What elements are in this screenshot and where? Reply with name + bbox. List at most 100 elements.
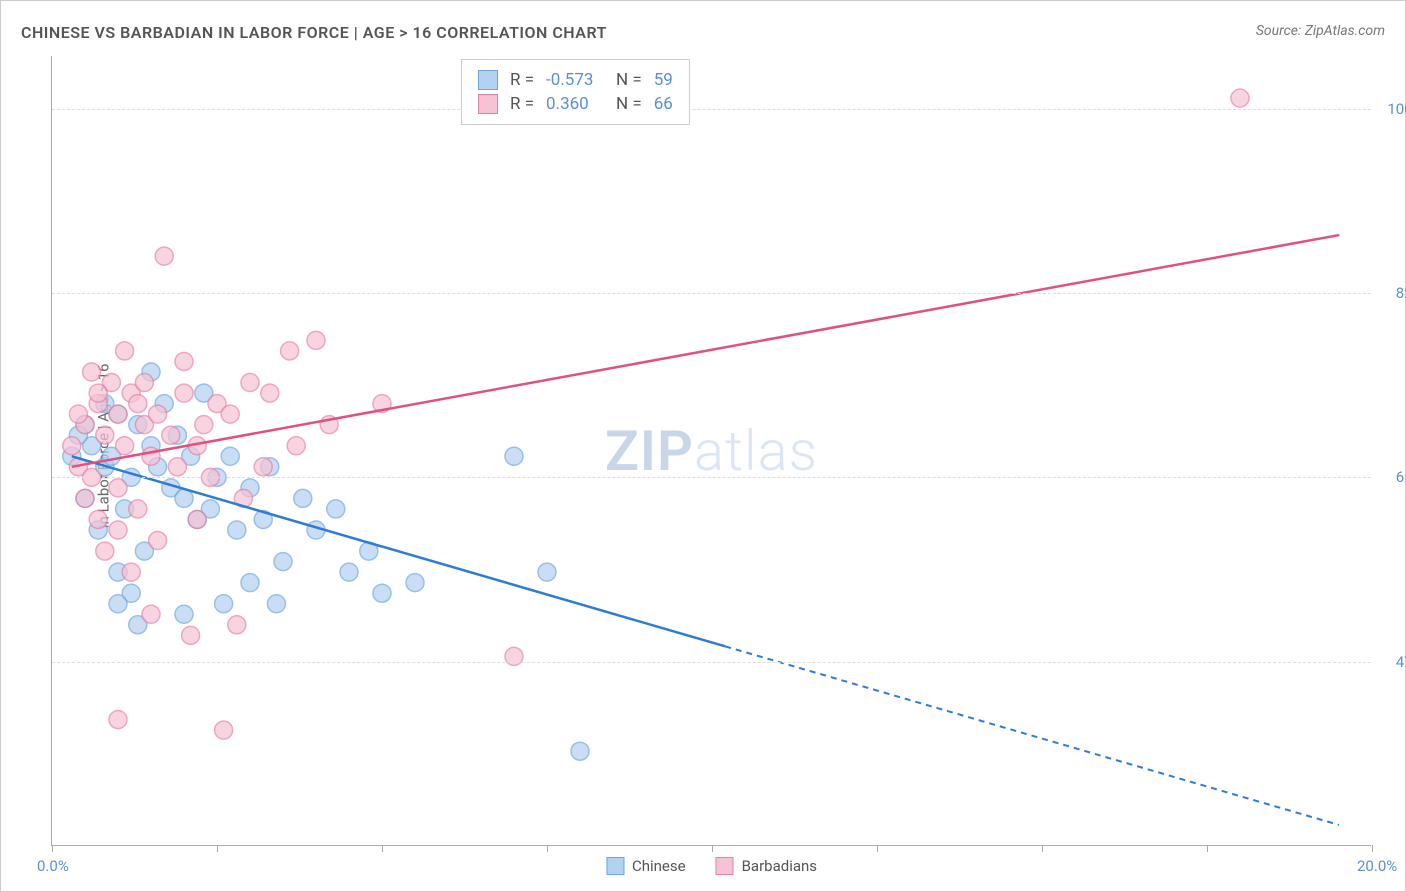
legend-r-value: 0.360 (546, 94, 604, 114)
scatter-point (109, 405, 127, 423)
legend-swatch (478, 94, 498, 114)
y-tick-label: 82.5% (1396, 284, 1406, 302)
legend-label: Chinese (632, 857, 686, 875)
scatter-point (221, 447, 239, 465)
scatter-point (76, 489, 94, 507)
scatter-point (281, 342, 299, 360)
scatter-point (69, 405, 87, 423)
legend-r-value: -0.573 (546, 70, 604, 90)
scatter-point (406, 574, 424, 592)
scatter-point (149, 405, 167, 423)
y-tick-label: 47.5% (1396, 653, 1406, 671)
scatter-point (228, 616, 246, 634)
gridline-h (52, 662, 1371, 663)
legend-label: Barbadians (742, 857, 817, 875)
scatter-point (188, 510, 206, 528)
gridline-h (52, 477, 1371, 478)
chart-container: CHINESE VS BARBADIAN IN LABOR FORCE | AG… (0, 0, 1406, 892)
scatter-point (162, 426, 180, 444)
x-tick (547, 845, 548, 852)
scatter-point (109, 595, 127, 613)
legend-swatch (716, 857, 734, 875)
scatter-point (175, 605, 193, 623)
x-tick-label: 20.0% (1357, 857, 1397, 875)
x-tick-label: 0.0% (37, 857, 69, 875)
regression-line-dashed (725, 646, 1339, 825)
scatter-point (182, 626, 200, 644)
x-tick (52, 845, 53, 852)
legend-row: R = 0.360 N = 66 (478, 92, 673, 116)
scatter-point (274, 553, 292, 571)
scatter-point (109, 711, 127, 729)
scatter-point (373, 584, 391, 602)
scatter-point (1231, 89, 1249, 107)
scatter-point (215, 595, 233, 613)
bottom-legend-item: Barbadians (716, 857, 817, 875)
x-tick (1372, 845, 1373, 852)
legend-swatch (606, 857, 624, 875)
legend-row: R = -0.573 N = 59 (478, 68, 673, 92)
scatter-point (122, 563, 140, 581)
scatter-point (327, 500, 345, 518)
y-tick-label: 65.0% (1396, 468, 1406, 486)
scatter-point (109, 521, 127, 539)
legend-n-value: 59 (654, 70, 673, 90)
scatter-point (571, 742, 589, 760)
scatter-point (129, 395, 147, 413)
legend-n-value: 66 (654, 94, 673, 114)
scatter-point (340, 563, 358, 581)
x-tick (217, 845, 218, 852)
scatter-point (241, 374, 259, 392)
scatter-point (538, 563, 556, 581)
regression-line (72, 456, 725, 646)
regression-line (72, 235, 1339, 467)
scatter-point (175, 352, 193, 370)
scatter-point (287, 437, 305, 455)
scatter-point (109, 479, 127, 497)
scatter-point (116, 342, 134, 360)
scatter-point (89, 384, 107, 402)
scatter-point (96, 542, 114, 560)
plot-svg (52, 56, 1371, 845)
scatter-point (228, 521, 246, 539)
scatter-point (505, 447, 523, 465)
scatter-point (83, 363, 101, 381)
source-label: Source: ZipAtlas.com (1256, 23, 1385, 39)
scatter-point (505, 647, 523, 665)
scatter-point (254, 458, 272, 476)
bottom-legend-item: Chinese (606, 857, 686, 875)
scatter-point (135, 374, 153, 392)
legend-r-label: R = (510, 70, 534, 90)
scatter-point (175, 384, 193, 402)
x-tick (877, 845, 878, 852)
scatter-point (89, 510, 107, 528)
scatter-point (63, 437, 81, 455)
scatter-point (267, 595, 285, 613)
scatter-point (129, 500, 147, 518)
x-tick (1042, 845, 1043, 852)
x-tick (712, 845, 713, 852)
scatter-point (155, 247, 173, 265)
scatter-point (96, 426, 114, 444)
y-tick-label: 100.0% (1387, 100, 1406, 118)
scatter-point (294, 489, 312, 507)
bottom-legend: Chinese Barbadians (606, 857, 817, 875)
scatter-point (241, 574, 259, 592)
legend-r-label: R = (510, 94, 534, 114)
scatter-point (215, 721, 233, 739)
gridline-h (52, 109, 1371, 110)
scatter-point (307, 331, 325, 349)
scatter-point (142, 605, 160, 623)
scatter-point (149, 532, 167, 550)
x-tick (382, 845, 383, 852)
gridline-h (52, 293, 1371, 294)
chart-title: CHINESE VS BARBADIAN IN LABOR FORCE | AG… (21, 23, 607, 42)
legend-n-label: N = (616, 70, 642, 90)
scatter-point (175, 489, 193, 507)
scatter-point (221, 405, 239, 423)
scatter-point (168, 458, 186, 476)
legend-swatch (478, 70, 498, 90)
x-tick (1207, 845, 1208, 852)
correlation-legend: R = -0.573 N = 59 R = 0.360 N = 66 (461, 59, 690, 125)
plot-area: ZIPatlas ChineseBarbadians 47.5%65.0%82.… (51, 56, 1371, 846)
